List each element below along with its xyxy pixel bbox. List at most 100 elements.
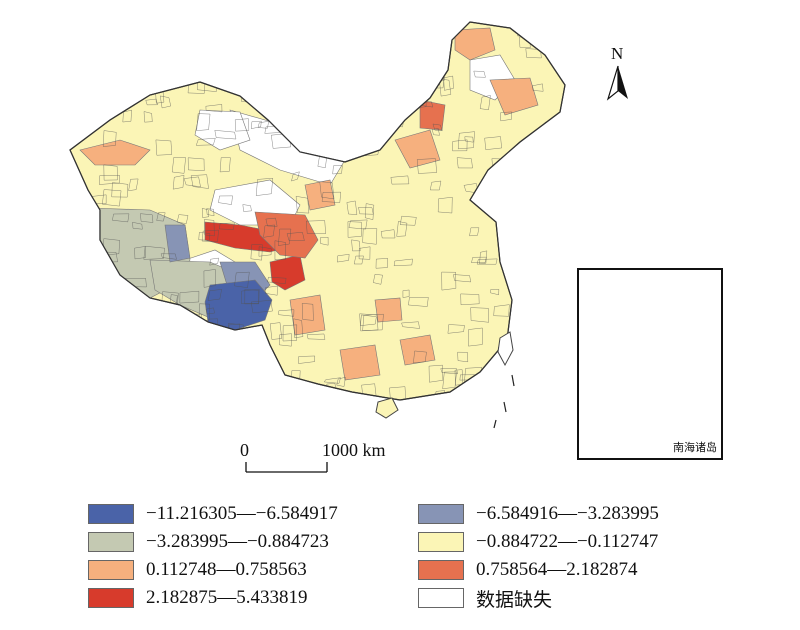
county-boundary-cell <box>346 61 363 71</box>
county-boundary-cell <box>297 94 313 109</box>
county-boundary-cell <box>98 338 115 355</box>
county-boundary-cell <box>243 71 256 80</box>
county-boundary-cell <box>219 157 231 173</box>
county-boundary-cell <box>346 200 358 215</box>
county-boundary-cell <box>293 318 304 338</box>
county-boundary-cell <box>550 200 559 219</box>
legend-swatch <box>88 532 134 552</box>
legend-label: −6.584916—−3.283995 <box>476 503 659 524</box>
county-boundary-cell <box>347 221 362 238</box>
region-xinjiang-north-orange <box>79 139 151 166</box>
county-boundary-cell <box>90 104 107 113</box>
county-boundary-cell <box>197 362 215 369</box>
county-boundary-cell <box>548 368 559 385</box>
county-boundary-cell <box>432 123 443 131</box>
county-boundary-cell <box>113 377 136 384</box>
county-boundary-cell <box>207 289 222 301</box>
county-boundary-cell <box>468 327 483 347</box>
county-boundary-cell <box>320 237 329 246</box>
north-label: N <box>611 44 624 63</box>
county-boundary-cell <box>279 333 292 347</box>
county-boundary-cell <box>143 111 153 123</box>
region-heilongjiang-orange <box>454 27 496 61</box>
county-boundary-cell <box>209 257 219 266</box>
county-boundary-cell <box>152 346 167 362</box>
county-boundary-cell <box>515 296 529 316</box>
county-boundary-cell <box>276 101 289 109</box>
taiwan-island <box>497 331 514 367</box>
county-boundary-cell <box>140 213 154 223</box>
county-boundary-cell <box>112 213 130 223</box>
county-boundary-cell <box>265 217 278 227</box>
county-boundary-cell <box>527 290 542 305</box>
county-boundary-cell <box>470 307 489 323</box>
county-boundary-cell <box>228 395 245 400</box>
county-boundary-cell <box>413 350 427 364</box>
county-boundary-cell <box>160 95 171 109</box>
maritime-boundary-dashes <box>493 374 515 429</box>
county-boundary-cell <box>230 380 246 389</box>
county-boundary-cell <box>442 371 457 389</box>
county-boundary-cell <box>253 36 265 53</box>
county-boundary-cell <box>452 139 468 152</box>
county-boundary-cell <box>241 288 260 304</box>
county-boundary-cell <box>268 49 289 63</box>
county-boundary-cell <box>128 333 137 345</box>
scale-bar: 0 1000 km <box>230 440 430 480</box>
county-boundary-cell <box>185 391 201 400</box>
county-boundary-cell <box>542 31 556 44</box>
county-boundary-cell <box>391 69 401 85</box>
county-boundary-cell <box>337 254 350 263</box>
county-boundary-cell <box>205 104 223 113</box>
north-arrow-icon <box>606 65 628 101</box>
region-central-tibet-slate <box>164 224 191 263</box>
county-boundary-cell <box>399 85 416 94</box>
scale-bar-line <box>245 462 328 473</box>
county-boundary-cell <box>190 174 209 189</box>
county-boundary-cell <box>103 130 117 147</box>
county-boundary-cell <box>302 30 318 41</box>
legend-swatch <box>88 504 134 524</box>
legend-item: 2.182875—5.433819 <box>88 587 308 609</box>
county-boundary-cell <box>278 228 292 246</box>
county-boundary-cell <box>499 206 516 215</box>
county-boundary-cell <box>543 324 564 335</box>
legend-label: −11.216305—−6.584917 <box>146 503 338 524</box>
county-boundary-cell <box>199 321 209 335</box>
county-boundary-cell <box>360 314 377 326</box>
county-boundary-cell <box>287 74 309 89</box>
county-boundary-cell <box>453 274 471 283</box>
county-boundary-cell <box>501 386 512 400</box>
county-boundary-cell <box>407 63 426 72</box>
county-boundary-cell <box>298 355 315 364</box>
county-boundary-cell <box>460 293 480 305</box>
county-boundary-cell <box>124 314 142 323</box>
county-boundary-cell <box>257 56 278 63</box>
county-boundary-cell <box>255 178 273 196</box>
county-boundary-cell <box>331 104 352 120</box>
county-boundary-cell <box>267 276 287 284</box>
county-boundary-cell <box>99 337 112 353</box>
county-boundary-cell <box>205 73 217 81</box>
county-boundary-cell <box>198 232 211 241</box>
legend-label: 2.182875—5.433819 <box>146 587 308 608</box>
region-southeast-tibet-blue <box>204 279 273 331</box>
county-boundary-cell <box>528 344 549 361</box>
county-boundary-cell <box>251 120 262 129</box>
county-boundary-cell <box>481 388 492 396</box>
county-boundary-cell <box>437 197 453 214</box>
county-boundary-cell <box>90 95 109 108</box>
region-hunan-orange <box>374 297 403 323</box>
legend-item: −0.884722—−0.112747 <box>418 531 658 553</box>
county-boundary-cell <box>308 85 325 93</box>
county-boundary-cell <box>456 157 473 169</box>
county-boundary-cell <box>401 321 420 329</box>
county-boundary-cell <box>532 83 544 92</box>
legend-label: −3.283995—−0.884723 <box>146 531 329 552</box>
county-boundary-cell <box>133 79 142 96</box>
county-boundary-cell <box>235 118 250 132</box>
county-boundary-cell <box>348 219 368 230</box>
region-northeast-orange <box>419 99 446 131</box>
county-boundary-cell <box>155 139 173 156</box>
county-boundary-cell <box>439 78 452 97</box>
